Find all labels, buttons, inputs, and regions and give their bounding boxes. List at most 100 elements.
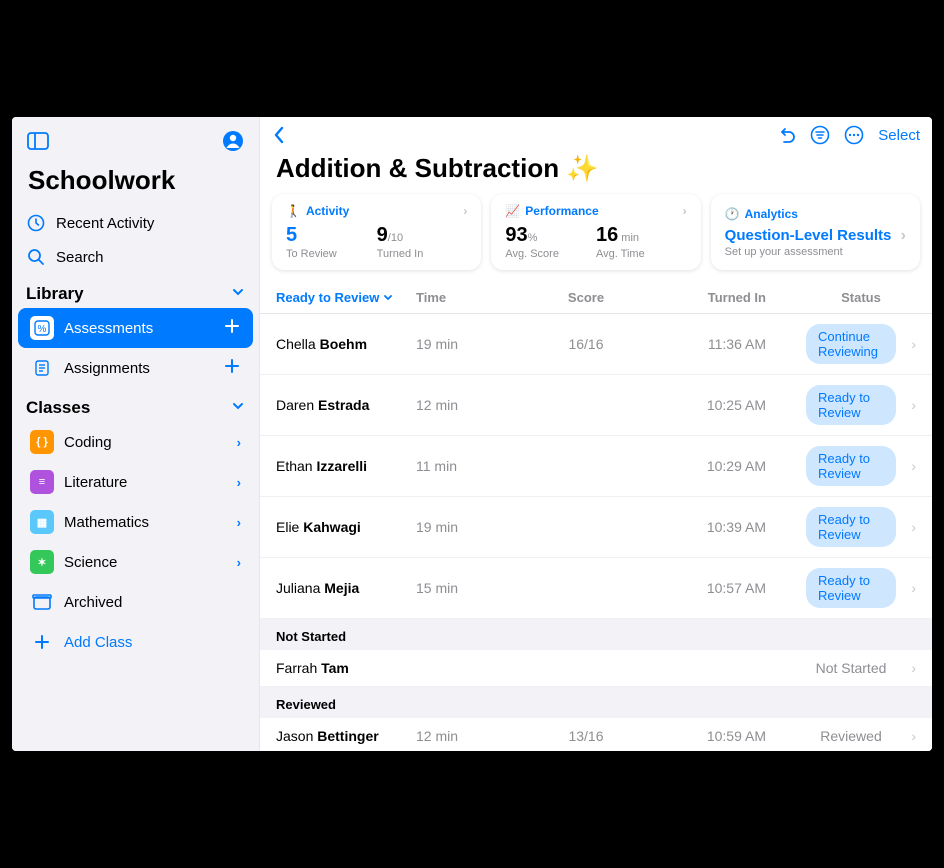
sidebar-search-label: Search <box>56 249 104 266</box>
archived-label: Archived <box>64 594 122 611</box>
header-turned-in[interactable]: Turned In <box>646 290 766 305</box>
status-cell: Ready to Review <box>766 446 896 486</box>
activity-card[interactable]: 🚶Activity› 5To Review 9/10Turned In <box>272 194 481 270</box>
person-icon: 🚶 <box>286 204 301 218</box>
chevron-right-icon: › <box>463 204 467 218</box>
class-label: Mathematics <box>64 514 149 531</box>
select-button[interactable]: Select <box>878 127 920 144</box>
avg-time-label: Avg. Time <box>596 248 687 260</box>
table-row[interactable]: Ethan Izzarelli11 min10:29 AMReady to Re… <box>260 436 932 497</box>
add-class-label: Add Class <box>64 634 132 651</box>
library-section-header[interactable]: Library <box>12 274 259 308</box>
time-cell: 19 min <box>416 519 526 535</box>
chevron-right-icon: › <box>237 555 241 570</box>
sidebar-class-mathematics[interactable]: ▦Mathematics› <box>18 502 253 542</box>
sidebar-class-coding[interactable]: { }Coding› <box>18 422 253 462</box>
turned-cell: 10:25 AM <box>646 397 766 413</box>
sidebar-item-assessments[interactable]: % Assessments <box>18 308 253 348</box>
status-pill[interactable]: Ready to Review <box>806 446 896 486</box>
time-cell: 12 min <box>416 728 526 744</box>
status-pill[interactable]: Ready to Review <box>806 507 896 547</box>
sidebar-item-archived[interactable]: Archived <box>18 582 253 622</box>
chevron-right-icon: › <box>237 475 241 490</box>
performance-label: Performance <box>525 204 598 218</box>
table-row[interactable]: Farrah Tam Not Started › <box>260 650 932 687</box>
chevron-right-icon: › <box>896 336 916 352</box>
time-cell: 12 min <box>416 397 526 413</box>
chevron-right-icon: › <box>896 728 916 744</box>
turned-cell: 11:36 AM <box>646 336 766 352</box>
add-icon[interactable] <box>223 317 241 339</box>
more-icon[interactable] <box>844 125 864 145</box>
student-name: Elie Kahwagi <box>276 519 416 535</box>
status-pill[interactable]: Ready to Review <box>806 385 896 425</box>
turned-in-total: /10 <box>388 232 403 244</box>
turned-cell: 10:57 AM <box>646 580 766 596</box>
qlr-label: Question-Level Results <box>725 227 892 244</box>
student-name: Juliana Mejia <box>276 580 416 596</box>
add-class-button[interactable]: Add Class <box>18 622 253 662</box>
status-cell: Reviewed <box>766 728 896 744</box>
table-row[interactable]: Jason Bettinger12 min13/1610:59 AMReview… <box>260 718 932 751</box>
status-cell: Continue Reviewing <box>766 324 896 364</box>
add-icon[interactable] <box>223 357 241 379</box>
document-icon <box>30 356 54 380</box>
table-row[interactable]: Juliana Mejia15 min10:57 AMReady to Revi… <box>260 558 932 619</box>
app-title: Schoolwork <box>12 159 259 206</box>
summary-cards: 🚶Activity› 5To Review 9/10Turned In 📈Per… <box>260 194 932 280</box>
time-cell: 11 min <box>416 458 526 474</box>
setup-label: Set up your assessment <box>725 246 906 258</box>
class-icon: { } <box>30 430 54 454</box>
chevron-right-icon: › <box>896 397 916 413</box>
table-row[interactable]: Daren Estrada12 min10:25 AMReady to Revi… <box>260 375 932 436</box>
status-pill[interactable]: Ready to Review <box>806 568 896 608</box>
filter-icon[interactable] <box>810 125 830 145</box>
sidebar-class-literature[interactable]: ≡Literature› <box>18 462 253 502</box>
sidebar-item-assignments[interactable]: Assignments <box>18 348 253 388</box>
chevron-right-icon: › <box>237 515 241 530</box>
sidebar-toggle-icon[interactable] <box>24 127 52 155</box>
chevron-down-icon <box>231 284 245 304</box>
table-row[interactable]: Elie Kahwagi19 min10:39 AMReady to Revie… <box>260 497 932 558</box>
classes-section-header[interactable]: Classes <box>12 388 259 422</box>
reviewed-section: Reviewed <box>260 687 932 718</box>
sidebar-recent-activity[interactable]: Recent Activity <box>12 206 259 240</box>
header-time[interactable]: Time <box>416 290 526 305</box>
sidebar: Schoolwork Recent Activity Search Librar… <box>12 117 260 751</box>
header-status[interactable]: Status <box>766 290 916 305</box>
archive-icon <box>30 590 54 614</box>
header-ready[interactable]: Ready to Review <box>276 290 416 305</box>
percent-icon: % <box>30 316 54 340</box>
chart-icon: 📈 <box>505 204 520 218</box>
class-icon: ✶ <box>30 550 54 574</box>
performance-card[interactable]: 📈Performance› 93%Avg. Score 16 minAvg. T… <box>491 194 700 270</box>
to-review-label: To Review <box>286 248 377 260</box>
profile-icon[interactable] <box>219 127 247 155</box>
back-button[interactable] <box>272 125 286 145</box>
table-header: Ready to Review Time Score Turned In Sta… <box>260 280 932 314</box>
clock-icon: 🕐 <box>725 207 740 221</box>
sidebar-search[interactable]: Search <box>12 240 259 274</box>
table-row[interactable]: Chella Boehm19 min16/1611:36 AMContinue … <box>260 314 932 375</box>
undo-icon[interactable] <box>776 125 796 145</box>
student-name: Ethan Izzarelli <box>276 458 416 474</box>
chevron-right-icon: › <box>896 458 916 474</box>
sidebar-class-science[interactable]: ✶ Science › <box>18 542 253 582</box>
status-cell: Ready to Review <box>766 385 896 425</box>
class-label: Literature <box>64 474 127 491</box>
score-cell: 16/16 <box>526 336 646 352</box>
chevron-right-icon: › <box>896 660 916 676</box>
status-pill[interactable]: Continue Reviewing <box>806 324 896 364</box>
turned-in-label: Turned In <box>377 248 468 260</box>
svg-text:%: % <box>38 324 47 335</box>
app-frame: Schoolwork Recent Activity Search Librar… <box>12 117 932 751</box>
analytics-label: Analytics <box>745 207 798 221</box>
student-name: Farrah Tam <box>276 660 416 676</box>
student-table: Ready to Review Time Score Turned In Sta… <box>260 280 932 751</box>
status-text: Not Started <box>816 660 887 676</box>
class-label: Science <box>64 554 117 571</box>
header-score[interactable]: Score <box>526 290 646 305</box>
activity-label: Activity <box>306 204 349 218</box>
avg-time-unit: min <box>618 232 639 244</box>
analytics-card[interactable]: 🕐Analytics Question-Level Results› Set u… <box>711 194 920 270</box>
